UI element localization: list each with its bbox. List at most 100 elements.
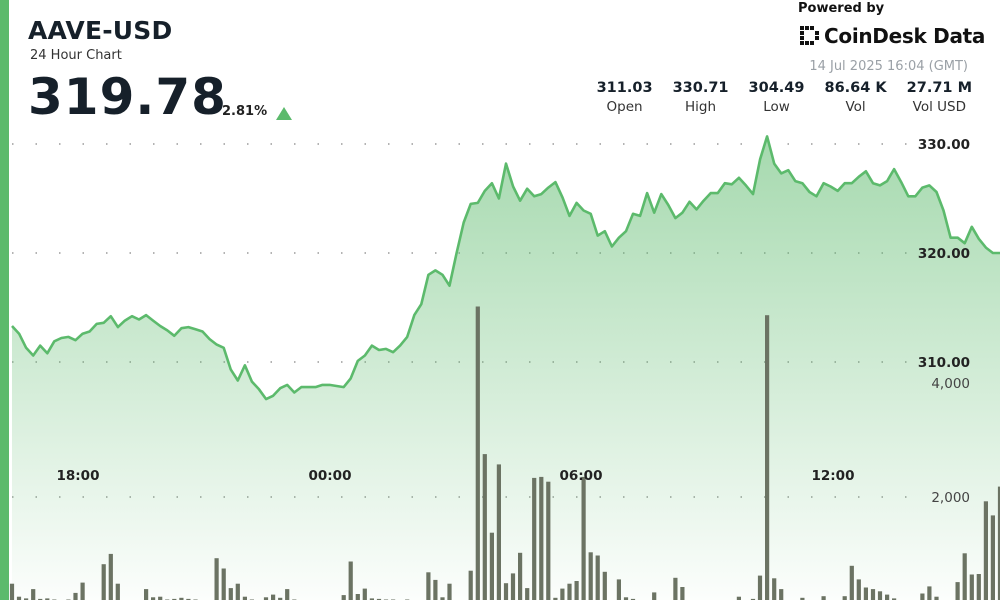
volume-bar: [38, 598, 43, 600]
stat-value: 86.64 K: [824, 80, 887, 96]
volume-bar: [80, 582, 85, 600]
volume-bar: [510, 573, 516, 600]
stat-open: 311.03 Open: [597, 80, 653, 115]
volume-bar: [228, 588, 233, 600]
volume-bar: [955, 582, 960, 600]
accent-bar: [0, 0, 9, 600]
stat-value: 311.03: [596, 80, 653, 96]
timestamp: 14 Jul 2025 16:04 (GMT): [809, 59, 968, 74]
price-tick-label: 310.00: [918, 355, 970, 371]
stat-value: 304.49: [748, 80, 805, 96]
volume-bar: [546, 481, 551, 600]
volume-bar: [362, 588, 367, 600]
volume-bar: [214, 558, 219, 600]
volume-bar: [468, 570, 473, 600]
volume-bar: [885, 594, 890, 600]
volume-bar: [652, 592, 657, 600]
volume-bar: [496, 464, 501, 600]
volume-bar: [525, 588, 530, 600]
price-area: [12, 136, 1000, 600]
volume-bar: [433, 579, 438, 600]
volume-bar: [235, 583, 240, 600]
volume-bar: [144, 589, 149, 600]
volume-bar: [31, 589, 36, 600]
volume-bar: [934, 596, 939, 600]
volume-bar: [278, 597, 283, 600]
price-line: [11, 135, 1000, 401]
volume-bar: [623, 597, 629, 600]
volume-bar: [983, 501, 988, 600]
current-price: 319.78: [28, 68, 227, 126]
stat-value: 330.71: [672, 80, 729, 96]
volume-bar: [821, 596, 826, 600]
volume-bar: [45, 598, 50, 600]
volume-bar: [581, 476, 586, 600]
stat-vol-usd: 27.71 M Vol USD: [907, 80, 972, 115]
volume-bar: [172, 598, 177, 600]
stat-label: Vol: [845, 99, 866, 115]
volume-bar: [736, 596, 741, 600]
volume-bar: [927, 586, 932, 600]
volume-bar: [426, 572, 431, 600]
volume-tick-label: 2,000: [931, 490, 970, 506]
volume-bar: [115, 583, 120, 600]
volume-bar: [616, 579, 621, 600]
volume-bar: [16, 596, 22, 600]
volume-bar: [503, 583, 509, 600]
volume-bar: [920, 593, 925, 600]
chart-subtitle: 24 Hour Chart: [30, 48, 122, 63]
volume-bar: [285, 589, 290, 600]
volume-bar: [680, 587, 685, 600]
time-tick-label: 06:00: [560, 468, 603, 484]
volume-bar: [750, 598, 756, 600]
volume-bar: [242, 596, 247, 600]
volume-bar: [447, 583, 452, 600]
volume-bar: [539, 476, 544, 600]
volume-bar: [24, 598, 29, 600]
volume-bar: [355, 594, 360, 600]
volume-bar: [158, 596, 163, 600]
volume-bar: [588, 552, 593, 600]
brand-logo-link[interactable]: CoinDesk Data: [800, 24, 985, 48]
volume-bar: [369, 598, 374, 600]
volume-bar: [482, 454, 487, 600]
volume-bar: [440, 597, 445, 600]
pair-title: AAVE-USD: [28, 16, 173, 45]
volume-bar: [870, 589, 876, 600]
volume-bar: [779, 589, 784, 600]
stat-label: Low: [763, 99, 790, 115]
volume-bar: [856, 579, 861, 600]
volume-bar: [560, 588, 565, 600]
volume-bar: [179, 597, 184, 600]
time-tick-label: 18:00: [57, 468, 100, 484]
volume-bar: [892, 598, 897, 600]
time-tick-label: 00:00: [309, 468, 352, 484]
volume-bar: [595, 555, 600, 600]
volume-bar: [186, 598, 191, 600]
volume-bar: [271, 594, 276, 600]
volume-bar: [348, 561, 353, 600]
volume-bar: [765, 315, 770, 600]
volume-bar: [772, 578, 777, 600]
stat-high: 330.71 High: [673, 80, 729, 115]
volume-bar: [108, 553, 113, 600]
volume-bar: [602, 571, 607, 600]
volume-bar: [997, 486, 1000, 600]
volume-bar: [567, 583, 572, 600]
volume-bar: [800, 597, 805, 600]
volume-bar: [263, 597, 269, 600]
volume-bar: [73, 592, 78, 600]
time-tick-label: 12:00: [812, 468, 855, 484]
volume-bar: [842, 596, 847, 600]
volume-bar: [341, 595, 346, 600]
volume-bar: [630, 598, 636, 600]
volume-bar: [489, 532, 494, 600]
powered-by-label: Powered by: [798, 1, 885, 16]
volume-bar: [532, 477, 537, 600]
volume-bar: [9, 583, 15, 600]
stat-low: 304.49 Low: [749, 80, 805, 115]
volume-bar: [221, 568, 226, 600]
price-tick-label: 330.00: [918, 137, 970, 153]
volume-bar: [849, 565, 854, 600]
brand-name: CoinDesk Data: [824, 24, 986, 48]
